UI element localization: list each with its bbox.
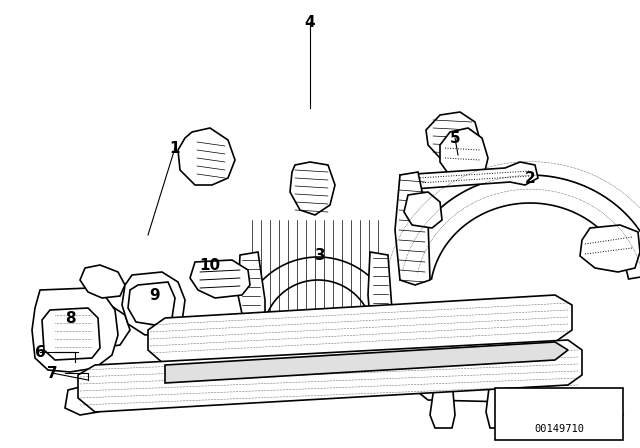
- Text: 4: 4: [305, 14, 316, 30]
- Text: 3: 3: [315, 247, 325, 263]
- Polygon shape: [78, 340, 582, 412]
- Polygon shape: [243, 257, 394, 321]
- Polygon shape: [404, 192, 442, 228]
- Polygon shape: [580, 225, 640, 272]
- Polygon shape: [290, 162, 335, 215]
- Polygon shape: [82, 305, 130, 348]
- Polygon shape: [400, 162, 538, 190]
- Text: 9: 9: [150, 288, 160, 302]
- Polygon shape: [368, 252, 392, 345]
- Polygon shape: [426, 112, 480, 160]
- Polygon shape: [565, 398, 585, 412]
- Polygon shape: [178, 128, 235, 185]
- Text: 8: 8: [65, 310, 76, 326]
- Text: 1: 1: [170, 141, 180, 155]
- Polygon shape: [547, 394, 565, 412]
- Polygon shape: [402, 175, 640, 279]
- Polygon shape: [190, 260, 250, 298]
- Polygon shape: [547, 390, 585, 402]
- Polygon shape: [440, 128, 488, 182]
- Polygon shape: [418, 368, 525, 402]
- Bar: [495, 388, 623, 440]
- Polygon shape: [42, 308, 100, 360]
- Text: 7: 7: [47, 366, 58, 380]
- Text: 2: 2: [525, 171, 536, 185]
- Polygon shape: [395, 172, 430, 285]
- Text: 6: 6: [35, 345, 45, 359]
- Text: 00149710: 00149710: [534, 423, 584, 434]
- Polygon shape: [122, 272, 185, 335]
- Polygon shape: [430, 380, 455, 428]
- Polygon shape: [32, 288, 118, 372]
- Text: 10: 10: [200, 258, 221, 272]
- Polygon shape: [128, 282, 175, 325]
- Polygon shape: [65, 385, 100, 415]
- Polygon shape: [486, 378, 512, 428]
- Polygon shape: [80, 265, 125, 298]
- Polygon shape: [165, 342, 568, 383]
- Polygon shape: [238, 252, 265, 342]
- Text: 5: 5: [450, 130, 460, 146]
- Polygon shape: [148, 295, 572, 365]
